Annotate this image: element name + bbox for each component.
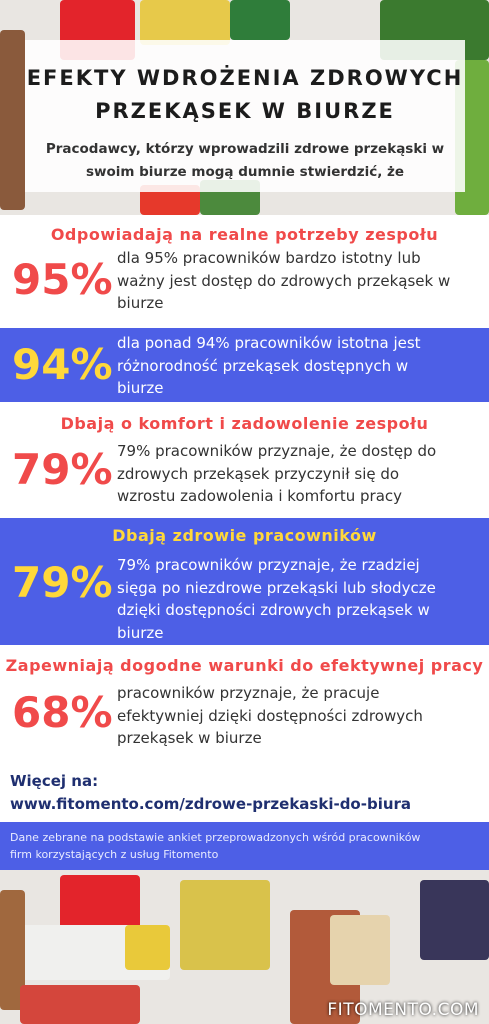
text-line: dzięki dostępności zdrowych przekąsek w xyxy=(117,601,430,619)
stat: 95% xyxy=(12,255,113,304)
title-box: EFEKTY WDROŻENIA ZDROWYCH PRZEKĄSEK W BI… xyxy=(25,40,465,192)
section: Dbają o komfort i zadowolenie zespołu 79… xyxy=(0,405,489,515)
title-line: EFEKTY WDROŻENIA ZDROWYCH xyxy=(26,66,464,90)
section: Odpowiadają na realne potrzeby zespołu 9… xyxy=(0,215,489,325)
text-line: efektywniej dzięki dostępności zdrowych xyxy=(117,706,423,725)
note: Dane zebrane na podstawie ankiet przepro… xyxy=(0,822,489,870)
text-line: dla 95% pracowników bardzo istotny lub xyxy=(117,249,421,267)
stat: 68% xyxy=(12,688,113,737)
bottom-photo: FITOMENTO.COM xyxy=(0,870,489,1024)
title-line: PRZEKĄSEK W BIURZE xyxy=(95,99,395,123)
section: Zapewniają dogodne warunki do efektywnej… xyxy=(0,648,489,762)
section-heading: Zapewniają dogodne warunki do efektywnej… xyxy=(5,656,484,675)
text-line: zdrowych przekąsek przyczynił się do xyxy=(117,464,400,483)
stat: 94% xyxy=(12,340,113,389)
text-line: wzrostu zadowolenia i komfortu pracy xyxy=(117,487,403,505)
text-line: biurze xyxy=(117,379,164,397)
text-line: przekąsek w biurze xyxy=(117,729,262,747)
more-label: Więcej na: xyxy=(10,772,99,790)
top-photo: EFEKTY WDROŻENIA ZDROWYCH PRZEKĄSEK W BI… xyxy=(0,0,489,215)
snack xyxy=(0,30,25,210)
note-line: Dane zebrane na podstawie ankiet przepro… xyxy=(10,831,421,844)
subtitle-line: Pracodawcy, którzy wprowadzili zdrowe pr… xyxy=(45,141,445,157)
section-text: 79% pracowników przyznaje, że dostęp do z… xyxy=(117,440,436,508)
snack xyxy=(140,0,230,45)
text-line: dla ponad 94% pracowników istotna jest xyxy=(117,334,421,352)
text-line: 79% pracowników przyznaje, że rzadziej xyxy=(117,556,420,574)
text-line: biurze xyxy=(117,623,164,642)
snack xyxy=(330,915,390,985)
stat: 79% xyxy=(12,558,113,607)
section-heading: Dbają zdrowie pracowników xyxy=(112,526,377,545)
snack xyxy=(125,925,170,970)
section-text: dla 95% pracowników bardzo istotny lub wa… xyxy=(117,247,450,315)
more-info: Więcej na: www.fitomento.com/zdrowe-prze… xyxy=(10,770,411,816)
note-line: firm korzystających z usług Fitomento xyxy=(10,848,219,861)
snack xyxy=(420,880,489,960)
text-line: pracowników przyznaje, że pracuje xyxy=(117,684,380,702)
subtitle-line: swoim biurze mogą dumnie stwierdzić, że xyxy=(85,164,405,180)
section-heading: Odpowiadają na realne potrzeby zespołu xyxy=(50,225,439,244)
snack xyxy=(180,880,270,970)
stat: 79% xyxy=(12,445,113,494)
more-url[interactable]: www.fitomento.com/zdrowe-przekaski-do-bi… xyxy=(10,795,412,813)
footer-brand: FITOMENTO.COM xyxy=(327,1000,479,1020)
section-text: pracowników przyznaje, że pracuje efektyw… xyxy=(117,682,423,750)
section: 94% dla ponad 94% pracowników istotna je… xyxy=(0,328,489,402)
text-line: różnorodność przekąsek dostępnych w xyxy=(117,356,409,375)
section: Dbają zdrowie pracowników 79% 79% pracow… xyxy=(0,518,489,645)
text-line: sięga po niezdrowe przekąski lub słodycz… xyxy=(117,578,436,597)
text-line: 79% pracowników przyznaje, że dostęp do xyxy=(117,442,437,460)
section-heading: Dbają o komfort i zadowolenie zespołu xyxy=(60,414,429,433)
text-line: ważny jest dostęp do zdrowych przekąsek … xyxy=(117,271,451,290)
snack xyxy=(230,0,290,40)
text-line: biurze xyxy=(117,294,164,312)
snack xyxy=(20,985,140,1024)
section-text: 79% pracowników przyznaje, że rzadziej si… xyxy=(117,554,436,644)
section-text: dla ponad 94% pracowników istotna jest ró… xyxy=(117,332,421,400)
